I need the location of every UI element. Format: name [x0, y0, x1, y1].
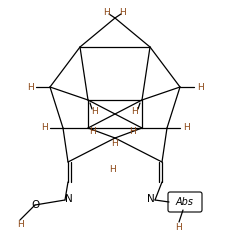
Text: H: H: [90, 127, 96, 137]
Text: H: H: [176, 223, 182, 231]
Text: H: H: [132, 107, 138, 117]
Text: H: H: [41, 124, 47, 132]
Text: N: N: [147, 194, 155, 204]
Text: H: H: [183, 124, 189, 132]
Text: H: H: [110, 165, 116, 174]
Text: H: H: [197, 82, 203, 91]
Text: H: H: [129, 127, 135, 137]
Text: H: H: [92, 107, 98, 117]
Text: H: H: [112, 140, 118, 148]
FancyBboxPatch shape: [168, 192, 202, 212]
Text: O: O: [31, 200, 39, 210]
Text: Abs: Abs: [176, 197, 194, 207]
Text: H: H: [120, 8, 126, 18]
Text: H: H: [27, 82, 33, 91]
Text: H: H: [17, 220, 23, 228]
Text: N: N: [65, 194, 73, 204]
Text: H: H: [104, 8, 110, 18]
